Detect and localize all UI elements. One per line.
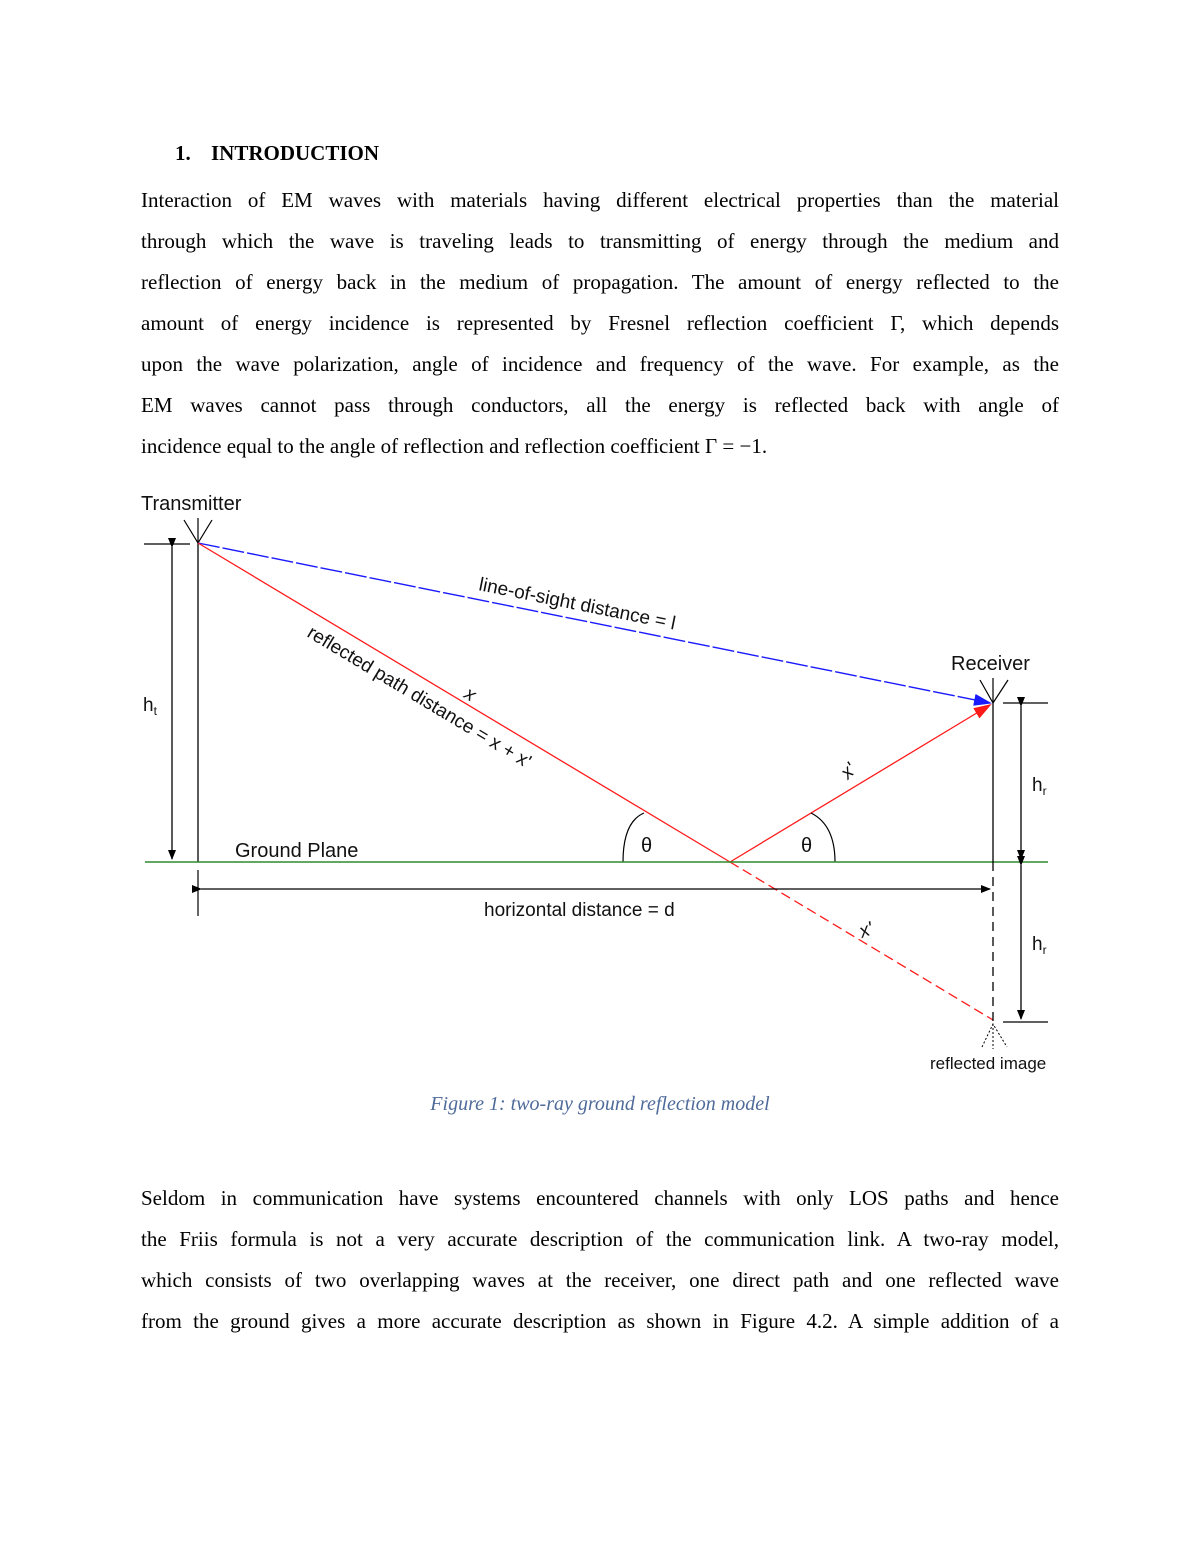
reflected-ray (729, 703, 992, 863)
incident-ray (197, 542, 731, 863)
text-line: which consists of two overlapping waves … (141, 1268, 1059, 1292)
transmitter-label: Transmitter (141, 493, 242, 515)
reflected-image-antenna-icon (981, 1022, 1008, 1049)
x-label: x (460, 683, 481, 707)
text-line: from the ground gives a more accurate de… (141, 1309, 1059, 1333)
los-label: line-of-sight distance = l (477, 574, 677, 634)
text-line: the Friis formula is not a very accurate… (141, 1227, 1059, 1251)
transmitter-antenna-icon (183, 518, 213, 545)
text-line: reflection of energy back in the medium … (141, 270, 1059, 294)
reflected-path-label: reflected path distance = x + x' (303, 622, 534, 772)
body-paragraph: Seldom in communication have systems enc… (141, 1178, 1059, 1342)
hr-image-label: hr (1032, 934, 1047, 957)
receiver-label: Receiver (951, 653, 1030, 675)
image-ray (729, 861, 994, 1021)
x-prime-label: x' (836, 758, 862, 784)
text-line: Seldom in communication have systems enc… (141, 1186, 1059, 1210)
line-of-sight-ray (197, 542, 992, 706)
text-line: amount of energy incidence is represente… (141, 311, 1059, 335)
text-line: EM waves cannot pass through conductors,… (141, 393, 1059, 417)
intro-paragraph: Interaction of EM waves with materials h… (141, 180, 1059, 467)
theta-reflected-label: θ (801, 835, 812, 857)
ht-label: ht (143, 695, 158, 718)
receiver-antenna-icon (979, 678, 1009, 705)
section-title: INTRODUCTION (211, 141, 380, 165)
reflected-image-label: reflected image (930, 1054, 1046, 1073)
text-line: incidence equal to the angle of reflecti… (141, 434, 768, 458)
ground-plane-label: Ground Plane (235, 840, 358, 862)
theta-arc-reflected (810, 812, 836, 863)
section-number: 1. (175, 141, 191, 165)
horizontal-distance-label: horizontal distance = d (484, 900, 675, 921)
text-line: Interaction of EM waves with materials h… (141, 188, 1059, 212)
text-line: upon the wave polarization, angle of inc… (141, 352, 1059, 376)
text-line: through which the wave is traveling lead… (141, 229, 1059, 253)
section-heading: 1. INTRODUCTION (175, 141, 379, 166)
figure-caption: Figure 1: two-ray ground reflection mode… (430, 1093, 770, 1115)
theta-arc-incident (622, 812, 645, 863)
hr-label: hr (1032, 775, 1047, 798)
theta-incident-label: θ (641, 835, 652, 857)
